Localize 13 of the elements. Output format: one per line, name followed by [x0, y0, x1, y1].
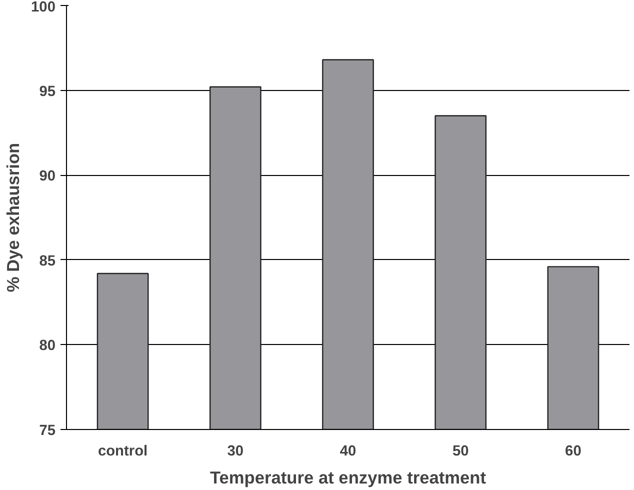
- x-tick-label: 30: [227, 444, 244, 460]
- y-tick-label: 85: [39, 253, 56, 270]
- y-tick-label: 80: [39, 338, 56, 354]
- x-tick-label: 40: [340, 444, 356, 460]
- x-tick-label: control: [98, 444, 148, 460]
- y-tick-label: 100: [31, 0, 56, 16]
- y-axis-title: % Dye exhausrion: [3, 142, 24, 292]
- y-tick-label: 95: [39, 84, 56, 100]
- y-tick-label: 90: [39, 168, 56, 185]
- x-tick-label: 50: [452, 444, 469, 460]
- x-tick-label: 60: [565, 444, 582, 460]
- x-axis-title: Temperature at enzyme treatment: [210, 468, 486, 488]
- y-tick-label: 75: [39, 423, 56, 439]
